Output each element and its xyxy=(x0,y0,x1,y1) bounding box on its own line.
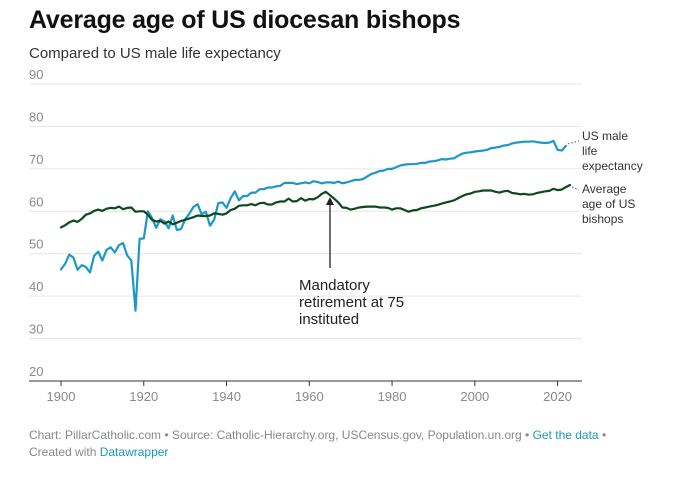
series-label-line: US male xyxy=(582,129,628,143)
x-tick-label: 2020 xyxy=(543,389,572,404)
x-tick-label: 1960 xyxy=(295,389,324,404)
x-tick-label: 1920 xyxy=(129,389,158,404)
x-axis-ticks: 1900 1920 1940 1960 1980 2000 2020 xyxy=(47,381,572,404)
get-the-data-link[interactable]: Get the data xyxy=(532,428,599,442)
chart-subtitle: Compared to US male life expectancy xyxy=(29,45,281,62)
footer-separator: • xyxy=(525,428,530,442)
y-tick-label: 80 xyxy=(29,109,43,124)
x-tick-label: 1980 xyxy=(378,389,407,404)
footer-separator: • xyxy=(164,428,169,442)
life-expectancy-label: US male life expectancy xyxy=(582,129,643,173)
y-tick-label: 50 xyxy=(29,237,43,252)
series-label-line: bishops xyxy=(582,212,623,226)
series-label-connector xyxy=(571,186,580,191)
series-layer xyxy=(59,139,572,312)
chart-credit: Chart: PillarCatholic.com xyxy=(29,428,162,442)
annotation-text-line: Mandatory xyxy=(299,277,370,294)
life-expectancy-line xyxy=(59,139,567,312)
grid-layer xyxy=(29,83,582,382)
chart-title: Average age of US diocesan bishops xyxy=(29,6,461,34)
x-tick-label: 1900 xyxy=(47,389,76,404)
series-label-line: life xyxy=(582,144,598,158)
y-tick-label: 20 xyxy=(29,364,43,379)
y-axis-ticks: 20 30 40 50 60 70 80 90 xyxy=(29,67,43,379)
y-tick-label: 40 xyxy=(29,279,43,294)
annotation-text: Mandatory retirement at 75 instituted xyxy=(299,277,404,328)
annotation-layer: Mandatory retirement at 75 instituted xyxy=(299,197,404,328)
source-text: Source: Catholic-Hierarchy.org, USCensus… xyxy=(171,428,522,442)
created-with-text: Created with xyxy=(29,445,97,459)
annotation-text-line: instituted xyxy=(299,311,359,328)
y-tick-label: 70 xyxy=(29,152,43,167)
series-label-line: Average xyxy=(582,182,627,196)
series-labels: US male life expectancy Average age of US bis… xyxy=(567,129,643,226)
bishops-age-label: Average age of US bishops xyxy=(582,182,635,226)
series-label-line: age of US xyxy=(582,197,635,211)
chart-footer: Chart: PillarCatholic.com • Source: Cath… xyxy=(29,427,649,461)
y-tick-label: 60 xyxy=(29,194,43,209)
series-label-connector xyxy=(567,140,580,145)
x-tick-label: 2000 xyxy=(460,389,489,404)
bishops-age-line xyxy=(59,183,572,229)
annotation-text-line: retirement at 75 xyxy=(299,294,404,311)
footer-separator: • xyxy=(601,428,607,442)
y-tick-label: 90 xyxy=(29,67,43,82)
annotation-arrowhead xyxy=(325,197,334,206)
x-tick-label: 1940 xyxy=(212,389,241,404)
datawrapper-link[interactable]: Datawrapper xyxy=(99,445,169,459)
line-chart: 20 30 40 50 60 70 80 90 1900 1920 1940 1960 1980 200… xyxy=(29,67,643,404)
y-tick-label: 30 xyxy=(29,322,43,337)
series-label-line: expectancy xyxy=(582,159,643,173)
